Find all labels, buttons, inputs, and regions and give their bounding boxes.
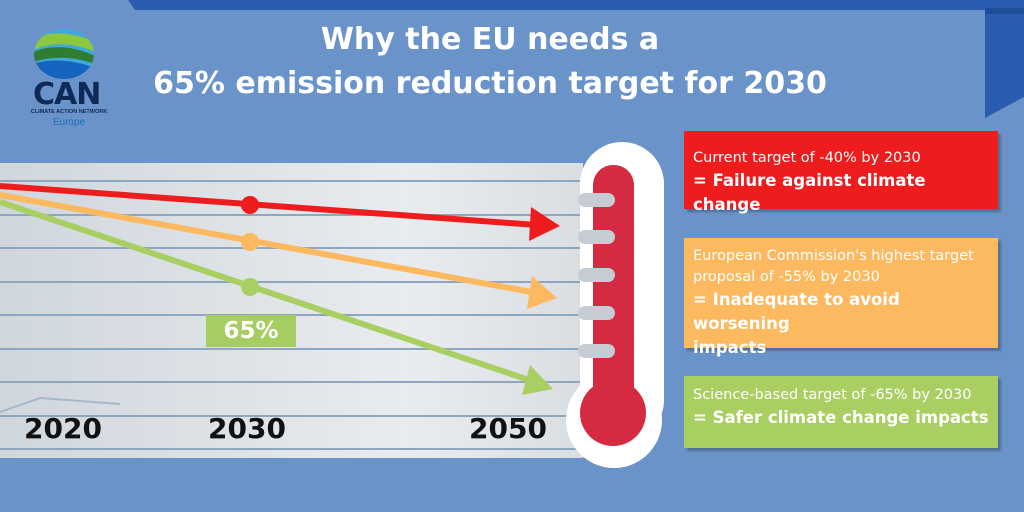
year-2020-label: 2020 (24, 412, 102, 445)
title-line-1: Why the EU needs a (320, 22, 660, 57)
corner-fold (985, 8, 1024, 118)
thermometer-icon (566, 142, 664, 468)
logo-name: CAN (33, 77, 101, 112)
current-target-verdict: = Failure against climate change (693, 171, 926, 214)
commission-target-box: European Commission's highest target pro… (684, 238, 998, 357)
arrow-red-icon (529, 207, 560, 241)
commission-target-text-1: European Commission's highest target (693, 248, 974, 264)
top-band (128, 0, 1024, 10)
current-target-box: Current target of -40% by 2030 = Failure… (684, 131, 998, 214)
commission-target-text-2: proposal of -55% by 2030 (693, 269, 880, 285)
series-commission-target (0, 192, 557, 309)
science-target-text: Science-based target of -65% by 2030 (693, 387, 972, 403)
science-target-verdict: = Safer climate change impacts (693, 408, 989, 427)
commission-target-verdict-1: = Inadequate to avoid worsening (693, 290, 900, 333)
arrow-orange-icon (527, 276, 557, 309)
arrow-green-icon (522, 365, 553, 395)
point-red-2030 (241, 196, 259, 214)
globe-logo-icon (34, 29, 94, 79)
point-green-2030 (241, 278, 259, 296)
title-line-2: 65% emission reduction target for 2030 (153, 66, 827, 101)
current-target-text: Current target of -40% by 2030 (693, 150, 921, 166)
year-2050-label: 2050 (469, 412, 547, 445)
series-current-target (0, 183, 560, 241)
year-2030-label: 2030 (208, 412, 286, 445)
logo-subtitle: CLIMATE ACTION NETWORK (30, 109, 108, 115)
logo-region: Europe (52, 117, 86, 128)
series-science-target (0, 199, 553, 395)
highlight-65-label: 65% (206, 315, 296, 347)
commission-target-verdict-2: impacts (693, 338, 767, 357)
science-target-box: Science-based target of -65% by 2030 = S… (684, 376, 998, 448)
point-orange-2030 (241, 233, 259, 251)
